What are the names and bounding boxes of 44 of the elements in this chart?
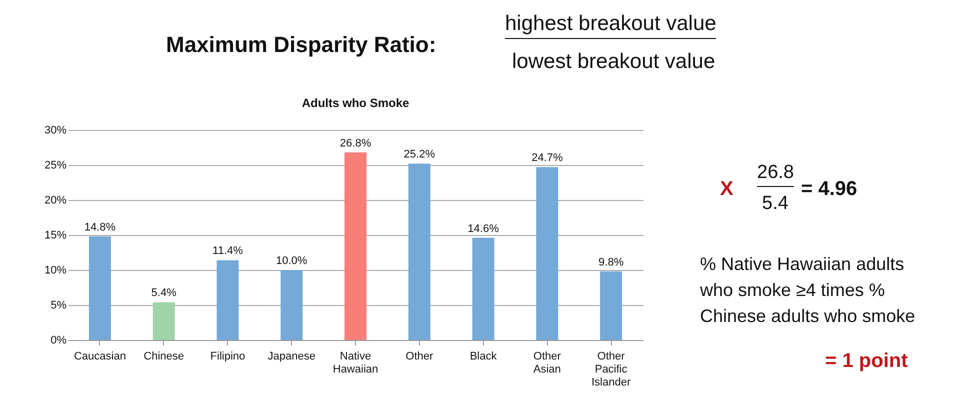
data-label: 5.4% [151, 287, 177, 300]
x-tick-label: Japanese [268, 350, 316, 362]
bar [600, 271, 622, 340]
chart-title: Adults who Smoke [302, 96, 410, 110]
text: 5.4 [762, 193, 788, 215]
x-tick-label: Other Pacific Islander [591, 350, 631, 388]
y-tick-label: 20% [44, 194, 67, 206]
x-tick-label: Caucasian [74, 350, 126, 362]
data-label: 26.8% [340, 137, 372, 150]
text: highest breakout value [505, 12, 716, 39]
bar [472, 238, 494, 340]
bar [88, 236, 111, 340]
data-label: 9.8% [598, 256, 624, 268]
text: X [720, 178, 734, 201]
bar [536, 167, 558, 340]
text: % Native Hawaiian adults who smoke ≥4 times % Chinese adults who smoke [700, 253, 916, 328]
bar [216, 260, 239, 340]
x-tick-label: Black [470, 350, 498, 362]
bar [280, 270, 303, 340]
y-tick-label: 30% [44, 124, 67, 136]
y-tick-label: 10% [44, 264, 67, 276]
data-label: 24.7% [532, 152, 563, 164]
y-tick-label: 15% [44, 230, 67, 242]
x-tick-label: Filipino [210, 350, 246, 362]
x-tick-label: Other [406, 350, 434, 362]
data-label: 14.8% [84, 221, 116, 234]
data-label: 10.0% [276, 255, 308, 267]
bar [344, 152, 366, 340]
x-tick-label: Native Hawaiian [332, 350, 378, 376]
y-tick-label: 25% [44, 160, 67, 172]
text: lowest breakout value [512, 50, 716, 74]
text: Maximum Disparity Ratio: [166, 32, 436, 58]
bar [152, 302, 175, 340]
text: = 4.96 [801, 178, 858, 201]
y-tick-label: 5% [50, 300, 67, 312]
bar [408, 164, 430, 340]
text: 26.8 [757, 162, 794, 187]
x-tick-label: Chinese [144, 350, 184, 362]
y-tick-label: 0% [50, 334, 67, 346]
data-label: 11.4% [212, 245, 244, 258]
x-tick-label: Other Asian [533, 350, 562, 376]
data-label: 25.2% [404, 148, 436, 161]
data-label: 14.6% [468, 222, 500, 235]
text: = 1 point [825, 350, 908, 373]
